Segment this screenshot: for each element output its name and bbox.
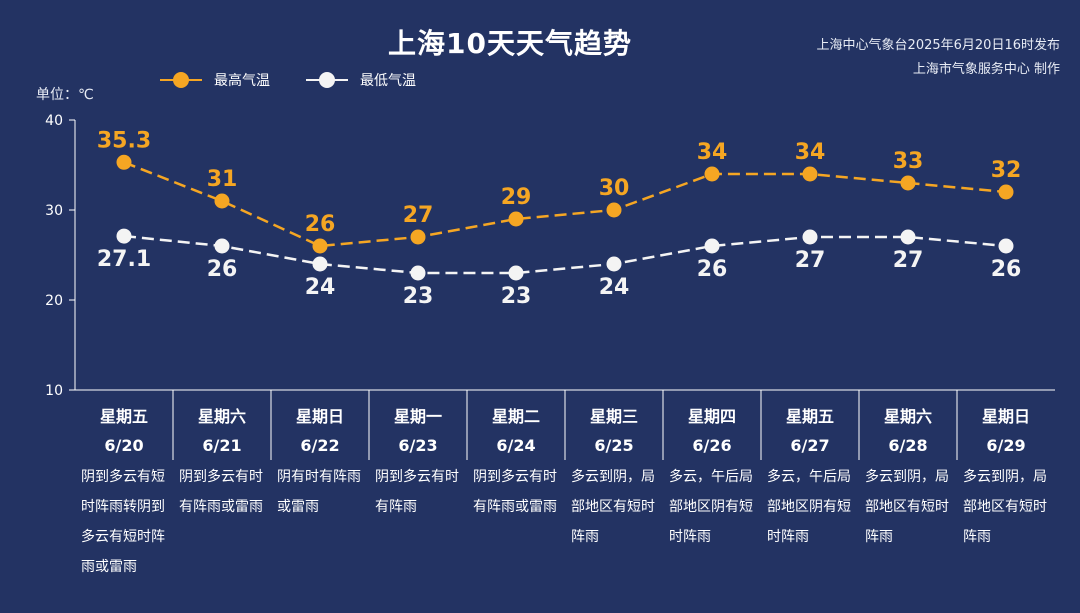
high-temp-label: 31 (207, 167, 238, 192)
weather-description: 多云到阴，局部地区有短时阵雨 (865, 469, 949, 545)
low-temp-label: 26 (991, 257, 1022, 282)
weekday-label: 星期日 (982, 407, 1030, 426)
source-info: 上海中心气象台2025年6月20日16时发布 上海市气象服务中心 制作 (817, 34, 1060, 82)
high-temp-label: 34 (697, 140, 728, 165)
low-temp-point (116, 228, 132, 244)
high-temp-point (900, 175, 916, 191)
legend-swatch-low (306, 72, 348, 88)
date-label: 6/29 (986, 436, 1025, 455)
y-tick-label: 20 (45, 293, 63, 309)
weekday-label: 星期五 (786, 407, 834, 426)
low-temp-label: 27 (893, 248, 924, 273)
date-label: 6/24 (496, 436, 535, 455)
high-temp-point (704, 166, 720, 182)
weekday-label: 星期六 (884, 407, 932, 426)
low-temp-point (606, 256, 622, 272)
weekday-label: 星期五 (100, 407, 148, 426)
high-temp-label: 35.3 (97, 128, 151, 153)
low-temp-label: 24 (305, 275, 336, 300)
high-temp-point (508, 211, 524, 227)
weekday-label: 星期六 (198, 407, 246, 426)
legend-item-high: 最高气温 (160, 70, 270, 90)
date-label: 6/26 (692, 436, 731, 455)
weather-description: 阴到多云有时有阵雨或雷雨 (473, 469, 557, 515)
y-tick-label: 40 (45, 113, 63, 129)
legend-label-high: 最高气温 (214, 73, 270, 89)
high-temp-point (802, 166, 818, 182)
legend-item-low: 最低气温 (306, 70, 416, 90)
low-temp-point (802, 229, 818, 245)
high-temp-point (410, 229, 426, 245)
high-temp-point (214, 193, 230, 209)
date-label: 6/20 (104, 436, 143, 455)
weekday-label: 星期三 (590, 407, 638, 426)
chart-title: 上海10天天气趋势 (388, 27, 632, 60)
low-temp-point (410, 265, 426, 281)
high-temp-point (116, 154, 132, 170)
high-temp-point (606, 202, 622, 218)
low-temp-point (312, 256, 328, 272)
high-temp-label: 32 (991, 158, 1022, 183)
weekday-label: 星期二 (492, 407, 540, 426)
source-line-1: 上海中心气象台2025年6月20日16时发布 (816, 38, 1060, 53)
high-temp-line (123, 161, 1007, 248)
weekday-label: 星期一 (394, 407, 442, 426)
weather-description: 阴有时有阵雨或雷雨 (277, 469, 361, 515)
low-temp-point (998, 238, 1014, 254)
legend: 最高气温 最低气温 (160, 70, 416, 90)
weekday-label: 星期四 (688, 407, 736, 426)
low-temp-label: 23 (501, 284, 532, 309)
low-temp-label: 27.1 (97, 247, 151, 272)
date-label: 6/22 (300, 436, 339, 455)
unit-label: 单位：℃ (36, 87, 94, 103)
low-temp-point (214, 238, 230, 254)
high-temp-label: 34 (795, 140, 826, 165)
low-temp-point (900, 229, 916, 245)
low-temp-point (704, 238, 720, 254)
weather-description: 多云到阴，局部地区有短时阵雨 (571, 469, 655, 545)
high-temp-point (998, 184, 1014, 200)
date-label: 6/21 (202, 436, 241, 455)
high-temp-label: 33 (893, 149, 924, 174)
legend-label-low: 最低气温 (360, 73, 416, 89)
high-temp-label: 30 (599, 176, 630, 201)
y-tick-label: 10 (45, 383, 63, 399)
high-temp-label: 26 (305, 212, 336, 237)
high-temp-label: 27 (403, 203, 434, 228)
date-label: 6/23 (398, 436, 437, 455)
low-temp-label: 24 (599, 275, 630, 300)
low-temp-label: 23 (403, 284, 434, 309)
low-temp-label: 26 (207, 257, 238, 282)
low-temp-label: 27 (795, 248, 826, 273)
weather-description: 多云，午后局部地区阴有短时阵雨 (669, 469, 753, 545)
high-temp-label: 29 (501, 185, 532, 210)
weather-description: 多云，午后局部地区阴有短时阵雨 (767, 469, 851, 545)
low-temp-label: 26 (697, 257, 728, 282)
weather-description: 阴到多云有时有阵雨 (375, 469, 459, 515)
date-label: 6/27 (790, 436, 829, 455)
weather-description: 阴到多云有短时阵雨转阴到多云有短时阵雨或雷雨 (81, 469, 165, 575)
low-temp-point (508, 265, 524, 281)
low-temp-line (123, 234, 1007, 275)
date-label: 6/25 (594, 436, 633, 455)
source-line-2: 上海市气象服务中心 制作 (912, 62, 1060, 77)
weekday-label: 星期日 (296, 407, 344, 426)
weather-description: 阴到多云有时有阵雨或雷雨 (179, 469, 263, 515)
date-label: 6/28 (888, 436, 927, 455)
high-temp-point (312, 238, 328, 254)
legend-swatch-high (160, 72, 202, 88)
y-tick-label: 30 (45, 203, 63, 219)
weather-description: 多云到阴，局部地区有短时阵雨 (963, 469, 1047, 545)
